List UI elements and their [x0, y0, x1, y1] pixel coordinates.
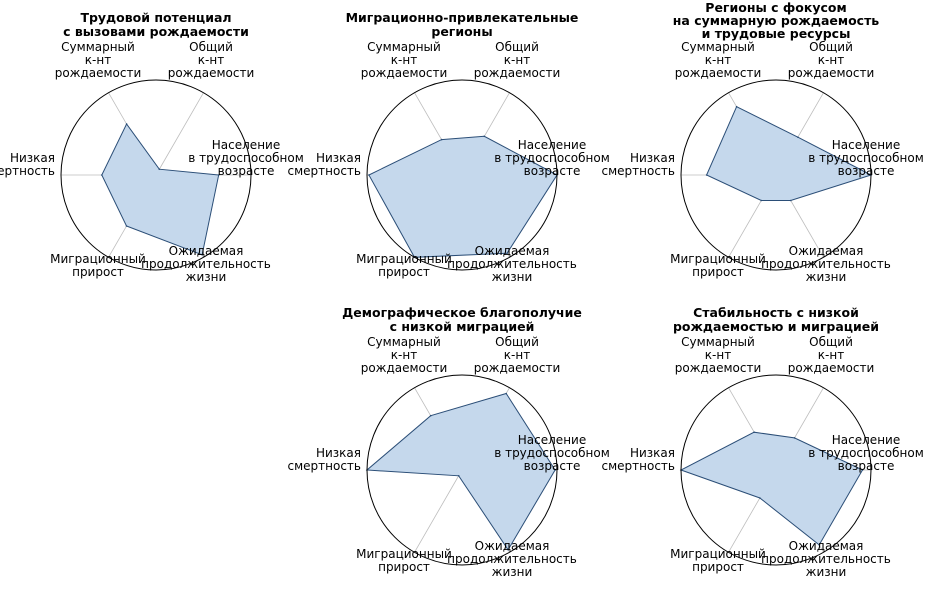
radar-point [793, 437, 796, 439]
panel-title: на суммарную рождаемость [673, 13, 880, 28]
axis-label: Суммарный к-нт рождаемости [361, 335, 448, 375]
axis-label: Миграционный прирост [670, 547, 766, 574]
panel-title: Трудовой потенциал [80, 10, 231, 25]
radar-point [158, 168, 161, 170]
axis-label: Суммарный к-нт рождаемости [55, 40, 142, 80]
axis-label: Миграционный прирост [356, 547, 452, 574]
radar-point [797, 136, 799, 138]
panel-title: Демографическое благополучие [342, 305, 582, 320]
axis-label: Общий к-нт рождаемости [474, 40, 561, 80]
radar-point [125, 225, 128, 227]
axis-label: Население в трудоспособном возрасте [494, 433, 610, 473]
radar-point [507, 549, 509, 551]
radar-point [818, 544, 820, 546]
axis-label: Миграционный прирост [50, 252, 146, 279]
axis-label: Ожидаемая продолжительность жизни [447, 244, 577, 284]
radar-point [759, 497, 761, 499]
radar-outer-circle [366, 79, 558, 271]
radar-point [705, 174, 708, 176]
radar-area [101, 123, 220, 256]
radar-point [440, 138, 443, 141]
radar-outer-circle [680, 79, 872, 271]
axis-label: Общий к-нт рождаемости [788, 40, 875, 80]
radar-outer-circle [680, 374, 872, 566]
panel-title: с вызовами рождаемости [63, 24, 249, 39]
axis-label: Население в трудоспособном возрасте [188, 138, 304, 178]
radar-point [368, 174, 370, 176]
axis-label: Ожидаемая продолжительность жизни [761, 539, 891, 579]
radar-point [483, 135, 486, 138]
axis-label: Ожидаемая продолжительность жизни [761, 244, 891, 284]
radar-outer-circle [366, 374, 558, 566]
radar-point [457, 475, 460, 477]
panel-title: Миграционно-привлекательные [346, 10, 579, 25]
radar-point [429, 414, 432, 417]
panel-title: и трудовые ресурсы [702, 26, 851, 41]
axis-label: Население в трудоспособном возрасте [808, 433, 924, 473]
radar-point [861, 469, 864, 471]
radar-spoke [414, 469, 463, 553]
radar-point [554, 469, 556, 471]
panel-title: Регионы с фокусом [705, 0, 846, 15]
axis-label: Миграционный прирост [670, 252, 766, 279]
radar-point [506, 252, 508, 254]
radar-point [735, 105, 738, 108]
axis-label: Ожидаемая продолжительность жизни [141, 244, 271, 284]
axis-label: Общий к-нт рождаемости [474, 335, 561, 375]
axis-label: Население в трудоспособном возрасте [808, 138, 924, 178]
axis-label: Общий к-нт рождаемости [168, 40, 255, 80]
axis-label: Суммарный к-нт рождаемости [675, 335, 762, 375]
radar-point [125, 123, 128, 125]
axis-label: Ожидаемая продолжительность жизни [447, 539, 577, 579]
radar-point [789, 199, 792, 202]
axis-label: Общий к-нт рождаемости [788, 335, 875, 375]
radar-point [201, 254, 203, 256]
panel-title: регионы [431, 24, 492, 39]
radar-point [505, 392, 508, 395]
radar-point [760, 199, 763, 202]
radar-point [217, 174, 220, 176]
radar-outer-circle [60, 79, 252, 271]
panel-title: Стабильность с низкой [693, 305, 859, 320]
radar-spoke [155, 92, 204, 176]
axis-label: Суммарный к-нт рождаемости [361, 40, 448, 80]
axis-label: Суммарный к-нт рождаемости [675, 40, 762, 80]
panel-title: рождаемостью и миграцией [673, 319, 879, 334]
radar-point [101, 174, 103, 176]
panel-title: с низкой миграцией [390, 319, 535, 334]
radar-point [753, 431, 755, 434]
axis-label: Население в трудоспособном возрасте [494, 138, 610, 178]
axis-label: Миграционный прирост [356, 252, 452, 279]
